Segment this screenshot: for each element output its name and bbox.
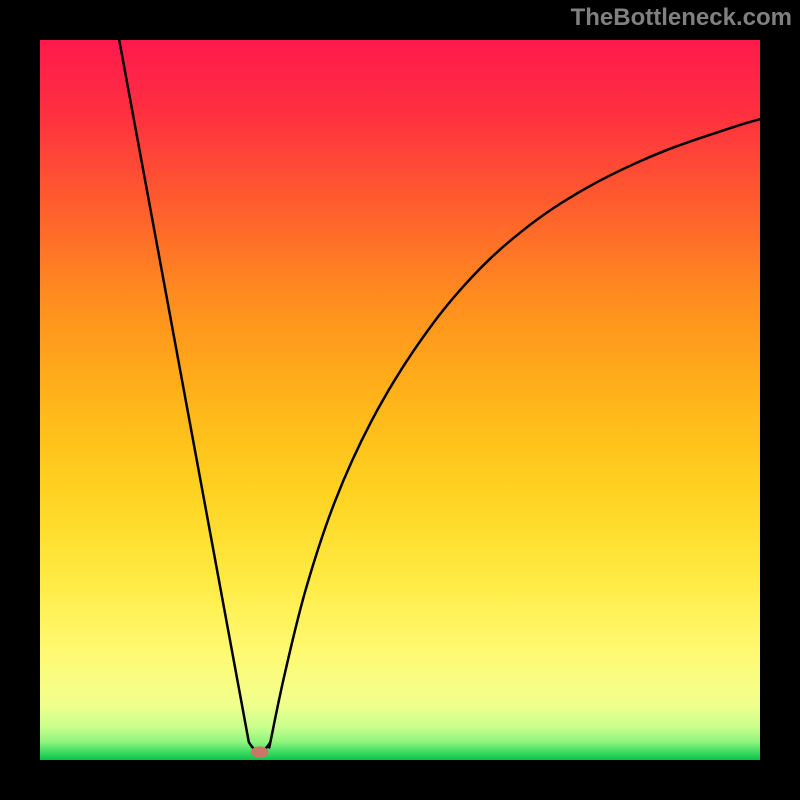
plot-background (40, 40, 760, 760)
watermark-text: TheBottleneck.com (571, 4, 792, 32)
bottleneck-chart (0, 0, 800, 800)
chart-container: TheBottleneck.com (0, 0, 800, 800)
valley-marker (251, 746, 268, 758)
